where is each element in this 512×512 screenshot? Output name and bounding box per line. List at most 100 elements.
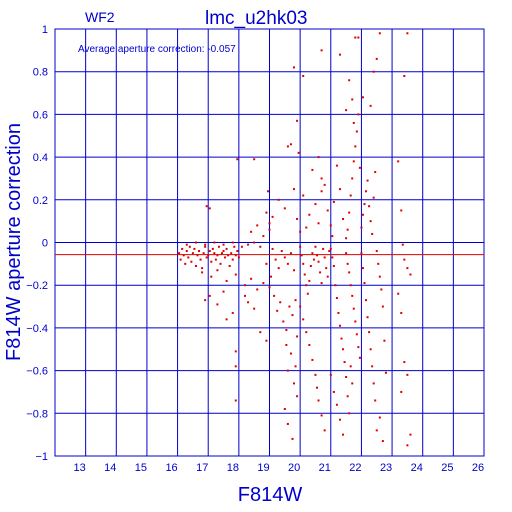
x-tick-label: 19 (257, 462, 269, 474)
data-point (208, 250, 211, 253)
data-point (372, 70, 375, 73)
data-point (320, 190, 323, 193)
data-point (328, 250, 331, 253)
data-point (266, 190, 269, 193)
data-point (354, 320, 357, 323)
data-point (250, 230, 253, 233)
data-point (194, 241, 197, 244)
data-point (225, 279, 228, 282)
data-point (340, 337, 343, 340)
data-point (338, 418, 341, 421)
data-point (216, 269, 219, 272)
data-point (256, 224, 259, 227)
data-point (271, 247, 274, 250)
data-point (320, 414, 323, 417)
y-tick-label: 0.6 (33, 109, 48, 121)
x-tick-label: 22 (349, 462, 361, 474)
data-point (401, 243, 404, 246)
data-point (247, 301, 250, 304)
data-point (273, 294, 276, 297)
data-point (400, 209, 403, 212)
data-point (374, 171, 377, 174)
data-point (311, 252, 314, 255)
data-point (329, 373, 332, 376)
data-point (259, 331, 262, 334)
data-point (196, 254, 199, 257)
y-tick-labels: −1 −0.8 −0.6 −0.4 −0.2 0 0.2 0.4 0.6 0.8 1 (26, 24, 48, 463)
data-point (375, 250, 378, 253)
data-point (306, 292, 309, 295)
data-point (216, 303, 219, 306)
data-point (349, 284, 352, 287)
data-point (384, 371, 387, 374)
x-tick-label: 26 (472, 462, 484, 474)
data-point (335, 164, 338, 167)
data-point (323, 429, 326, 432)
x-tick-label: 20 (288, 462, 300, 474)
data-point (320, 177, 323, 180)
data-point (191, 252, 194, 255)
data-point (375, 429, 378, 432)
data-point (352, 160, 355, 163)
data-point (305, 284, 308, 287)
data-point (365, 299, 368, 302)
data-point (323, 183, 326, 186)
y-tick-label: 0.2 (33, 195, 48, 207)
data-point (303, 273, 306, 276)
data-point (202, 252, 205, 255)
data-point (236, 250, 239, 253)
data-point (406, 32, 409, 35)
x-tick-label: 13 (74, 462, 86, 474)
data-point (225, 247, 228, 250)
data-point (308, 343, 311, 346)
data-point (311, 358, 314, 361)
data-point (216, 254, 219, 257)
data-point (383, 339, 386, 342)
data-point (302, 74, 305, 77)
data-point (371, 365, 374, 368)
data-point (317, 156, 320, 159)
data-point (265, 262, 268, 265)
data-point (360, 252, 363, 255)
data-point (358, 356, 361, 359)
x-tick-label: 21 (319, 462, 331, 474)
data-point (214, 258, 217, 261)
data-point (288, 305, 291, 308)
data-point (406, 373, 409, 376)
data-point (315, 254, 318, 257)
data-point (230, 252, 233, 255)
data-point (243, 284, 246, 287)
data-point (231, 258, 234, 261)
data-point (369, 348, 372, 351)
data-point (297, 151, 300, 154)
data-point (296, 395, 299, 398)
data-point (243, 294, 246, 297)
data-point (201, 271, 204, 274)
data-point (332, 200, 335, 203)
data-point (234, 273, 237, 276)
data-point (403, 258, 406, 261)
data-point (409, 433, 412, 436)
data-point (289, 143, 292, 146)
data-point (222, 243, 225, 246)
data-point (283, 256, 286, 259)
data-point (222, 290, 225, 293)
data-point (233, 245, 236, 248)
data-point (294, 365, 297, 368)
data-point (299, 230, 302, 233)
data-point (314, 203, 317, 206)
data-point (302, 318, 305, 321)
data-point (337, 311, 340, 314)
data-point (221, 252, 224, 255)
data-point (224, 256, 227, 259)
data-point (320, 49, 323, 52)
data-point (315, 386, 318, 389)
data-point (178, 252, 181, 255)
x-tick-label: 23 (380, 462, 392, 474)
data-point (335, 297, 338, 300)
data-point (325, 267, 328, 270)
data-point (286, 262, 289, 265)
data-point (368, 205, 371, 208)
data-point (227, 254, 230, 257)
